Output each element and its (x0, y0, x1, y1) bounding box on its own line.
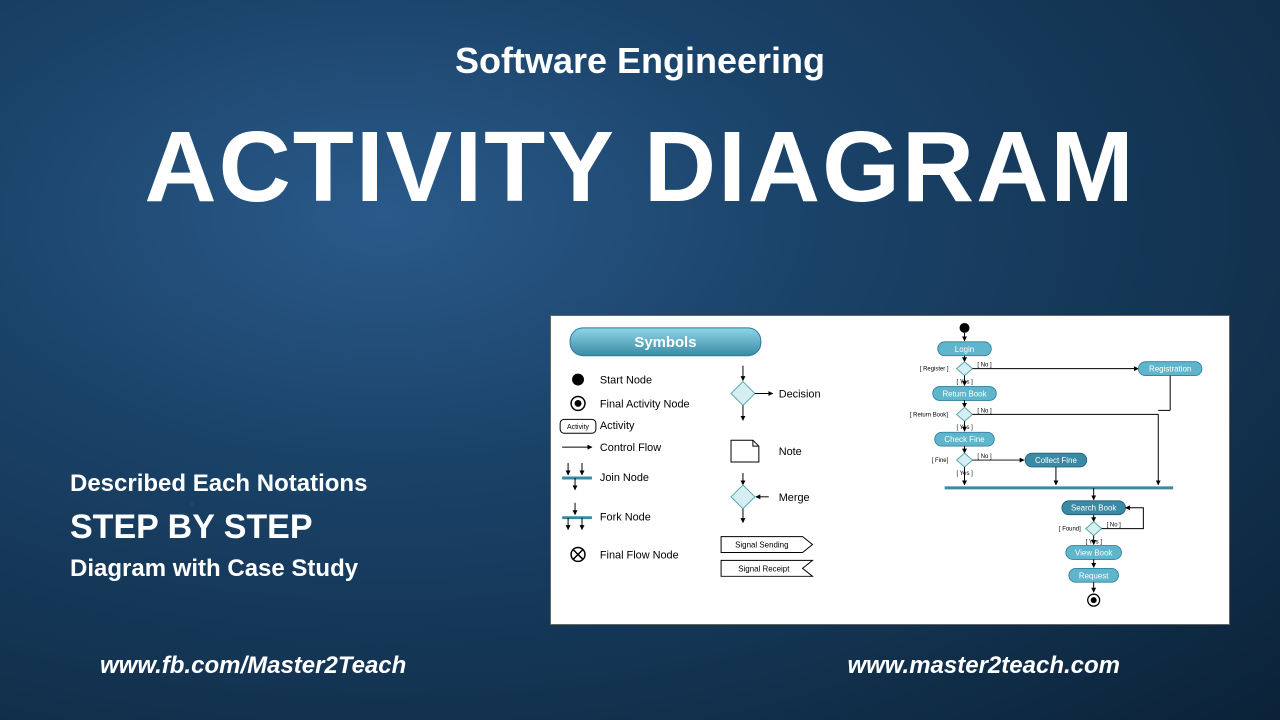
fc-no-4: [ No ] (1107, 523, 1122, 529)
fc-returnbook-text: Return Book (942, 389, 986, 398)
final-flow-node-icon (571, 547, 585, 561)
diagram-svg: Symbols Start Node Final Activity Node A… (551, 316, 1229, 624)
fork-node-icon (562, 503, 592, 530)
flowchart: Login [ Register ] [ Yes ] [ No ] Regist… (910, 323, 1202, 606)
desc-line-3: Diagram with Case Study (70, 555, 367, 583)
join-node-label: Join Node (600, 472, 649, 484)
fc-request-text: Request (1079, 571, 1109, 580)
fc-registration-text: Registration (1149, 365, 1191, 374)
slide: Software Engineering ACTIVITY DIAGRAM De… (0, 0, 1280, 720)
symbols-header-text: Symbols (634, 335, 696, 351)
fc-found-decision (1086, 522, 1102, 536)
decision-label: Decision (779, 388, 821, 400)
merge-icon (731, 473, 769, 523)
fc-no-2: [ No ] (977, 408, 992, 414)
fc-collectfine-text: Collect Fine (1035, 456, 1077, 465)
fc-login-text: Login (955, 345, 974, 354)
start-node-label: Start Node (600, 375, 652, 387)
join-node-icon (562, 463, 592, 490)
fc-searchbook-text: Search Book (1071, 504, 1116, 513)
desc-line-1: Described Each Notations (70, 470, 367, 498)
start-node-icon (572, 374, 584, 386)
link-facebook: www.fb.com/Master2Teach (100, 652, 406, 680)
note-icon (731, 440, 759, 462)
merge-label: Merge (779, 492, 810, 504)
fc-checkfine-text: Check Fine (944, 435, 985, 444)
fc-final-inner-icon (1091, 597, 1097, 603)
signal-receipt-label: Signal Receipt (738, 564, 790, 573)
subtitle: Software Engineering (0, 40, 1280, 82)
link-website: www.master2teach.com (847, 652, 1120, 680)
fc-returnbook-label: [ Return Book] (910, 412, 948, 418)
activity-label: Activity (600, 420, 635, 432)
fc-no-3: [ No ] (977, 454, 992, 460)
fc-register-label: [ Register ] (920, 367, 949, 373)
fc-no-1: [ No ] (977, 363, 992, 369)
diagram-panel: Symbols Start Node Final Activity Node A… (550, 315, 1230, 625)
fc-returnbook-decision (957, 407, 973, 421)
final-activity-inner-icon (575, 400, 582, 407)
decision-icon (731, 366, 773, 421)
fork-node-label: Fork Node (600, 512, 651, 524)
control-flow-label: Control Flow (600, 442, 661, 454)
fc-start-icon (960, 323, 970, 333)
signal-sending-label: Signal Sending (735, 540, 788, 549)
fc-register-decision (957, 362, 973, 376)
fc-fine-decision (957, 453, 973, 467)
note-label: Note (779, 446, 802, 458)
main-title: ACTIVITY DIAGRAM (0, 110, 1280, 225)
fc-fine-label: [ Fine] (932, 458, 949, 464)
final-activity-label: Final Activity Node (600, 398, 690, 410)
description-block: Described Each Notations STEP BY STEP Di… (70, 470, 367, 583)
fc-viewbook-text: View Book (1075, 548, 1112, 557)
fc-found-label: [ Found] (1059, 527, 1081, 533)
desc-line-2: STEP BY STEP (70, 508, 367, 547)
final-flow-label: Final Flow Node (600, 549, 679, 561)
activity-icon-text: Activity (567, 424, 590, 431)
